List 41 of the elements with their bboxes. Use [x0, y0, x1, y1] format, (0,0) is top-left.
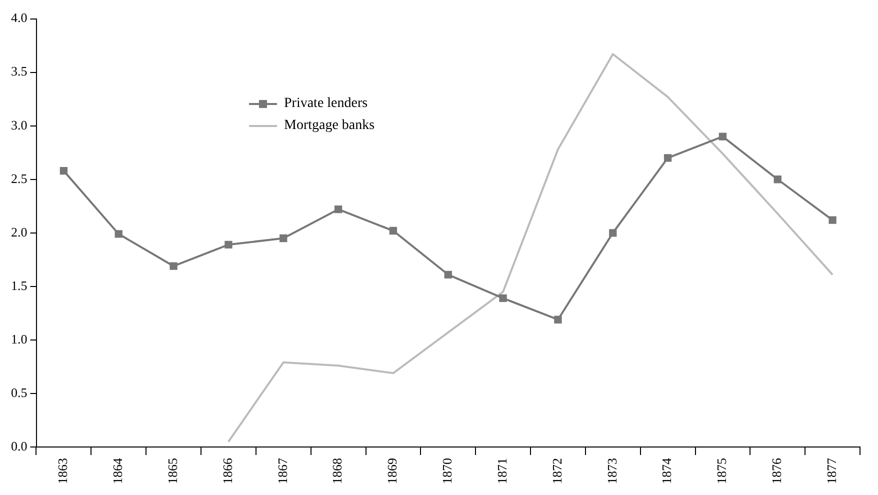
legend-label: Mortgage banks: [284, 118, 375, 134]
point: [224, 240, 232, 249]
point: [664, 154, 672, 162]
x-tick-label: 1864: [110, 458, 126, 484]
point: [554, 316, 562, 324]
x-tick-label: 1871: [494, 458, 510, 484]
point: [609, 229, 617, 237]
x-tick-label: 1872: [549, 458, 564, 484]
x-tick-label: 1877: [824, 458, 839, 484]
x-tick-label: 1868: [330, 458, 345, 484]
legend-label: Private lenders: [284, 96, 368, 112]
y-tick-label: 2.0: [11, 224, 28, 240]
point: [114, 230, 122, 238]
y-tick-label: 3.0: [11, 117, 28, 132]
x-tick-label: 1870: [440, 458, 455, 484]
x-tick-label: 1876: [769, 458, 784, 484]
y-tick-label: 3.5: [11, 64, 28, 79]
x-tick-label: 1867: [274, 458, 290, 484]
point: [389, 226, 398, 235]
x-tick-label: 1865: [164, 458, 180, 484]
y-tick-label: 1.5: [11, 278, 28, 293]
y-tick-label: 4.0: [11, 10, 28, 26]
point: [499, 294, 507, 302]
point: [280, 234, 288, 242]
x-tick-label: 1873: [604, 458, 620, 484]
x-tick-label: 1874: [659, 458, 674, 484]
point: [334, 206, 342, 214]
y-tick-label: 2.5: [11, 170, 28, 186]
y-tick-label: 0.0: [11, 438, 28, 454]
x-tick-label: 1863: [55, 458, 70, 484]
point: [170, 262, 178, 270]
y-tick-label: 0.5: [11, 384, 28, 400]
x-tick-label: 1875: [714, 458, 730, 484]
y-tick-label: 1.0: [11, 331, 28, 346]
x-tick-label: 1869: [384, 458, 400, 484]
point: [828, 216, 836, 224]
point: [774, 176, 782, 184]
point: [60, 166, 68, 175]
point: [444, 270, 452, 278]
point: [718, 132, 727, 140]
x-tick-label: 1866: [220, 458, 235, 484]
